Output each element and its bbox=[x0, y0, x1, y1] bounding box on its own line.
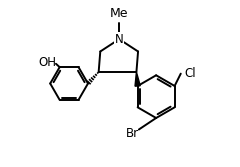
Text: Me: Me bbox=[110, 7, 128, 20]
Text: N: N bbox=[115, 33, 124, 46]
Polygon shape bbox=[135, 72, 140, 86]
Text: Br: Br bbox=[126, 127, 139, 140]
Text: OH: OH bbox=[39, 56, 57, 69]
Text: Cl: Cl bbox=[185, 67, 197, 80]
